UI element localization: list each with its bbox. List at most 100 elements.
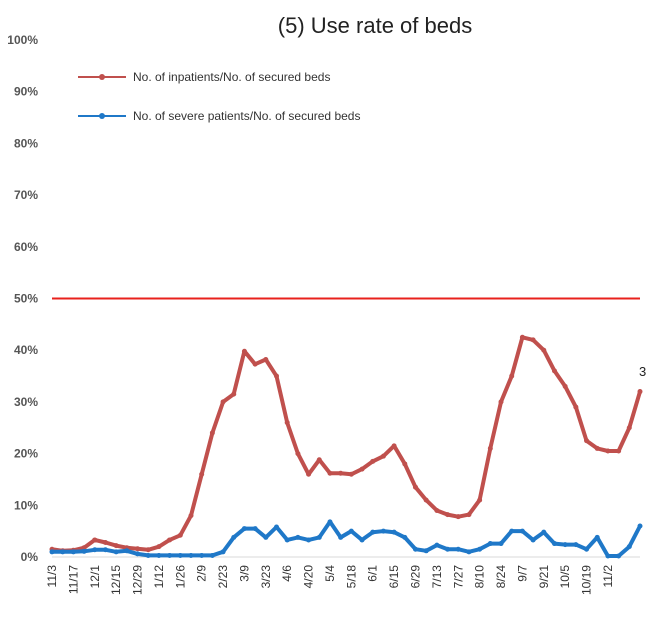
x-tick-label: 4/6 (280, 565, 294, 582)
series-2-point (263, 534, 269, 540)
series-2-point (445, 546, 451, 552)
series-2-point (284, 537, 290, 543)
series-2-point (348, 528, 354, 534)
y-tick-label: 70% (14, 188, 38, 202)
series-1-point (412, 484, 418, 490)
series-1-point (370, 458, 376, 464)
series-2-point (605, 553, 611, 559)
series-2-point (295, 534, 301, 540)
x-tick-label: 1/26 (173, 565, 187, 589)
y-axis-ticks: 0% 10% 20% 30% 40% 50% 60% 70% 80% 90% 100% (7, 33, 38, 564)
series-1-point (530, 337, 536, 343)
series-2-point (616, 553, 622, 559)
series-1-point (102, 540, 108, 546)
series-2-point (231, 534, 237, 540)
series-1-point (284, 420, 290, 426)
series-1-point (199, 471, 205, 477)
series-2-point (102, 547, 108, 553)
series-1-point (167, 537, 173, 543)
legend-swatch-marker (99, 74, 105, 80)
series-2-point (380, 528, 386, 534)
series-1-point (594, 445, 600, 451)
series-2-point (370, 529, 376, 535)
series-1-point (455, 514, 461, 520)
x-tick-label: 12/29 (131, 565, 145, 595)
x-tick-label: 11/17 (66, 565, 80, 594)
series-1-point (498, 399, 504, 405)
series-1-point (252, 361, 258, 367)
x-tick-label: 7/13 (430, 565, 444, 589)
series-1-point (519, 334, 525, 340)
x-axis-ticks: 11/3 11/17 12/1 12/15 12/29 1/12 1/26 2/9 2/23 3/… (45, 565, 615, 595)
series-2-point (455, 546, 461, 552)
series-2-point (167, 552, 173, 558)
series-2-point (70, 549, 76, 555)
chart-title: (5) Use rate of beds (278, 13, 472, 38)
series-2-point (562, 542, 568, 548)
series-1-point (263, 357, 269, 363)
series-1-point (541, 347, 547, 353)
x-tick-label: 5/18 (344, 565, 358, 589)
series-1-point (306, 471, 312, 477)
series-1-point (241, 348, 247, 354)
series-2-point (124, 548, 130, 554)
series-1-point (616, 448, 622, 454)
series-1-point (113, 543, 119, 549)
series-1-point (92, 537, 98, 543)
series-2-point (466, 549, 472, 555)
series-1-point (316, 457, 322, 463)
x-tick-label: 3/23 (259, 565, 273, 589)
series-1-point (295, 451, 301, 457)
series-2-point (487, 541, 493, 547)
series-1-point (573, 404, 579, 410)
series-2-point (594, 534, 600, 540)
y-tick-label: 10% (14, 498, 38, 512)
series-1-point (402, 461, 408, 467)
series-1-point (188, 513, 194, 519)
x-tick-label: 7/27 (451, 565, 465, 589)
y-tick-label: 50% (14, 292, 38, 306)
legend-label: No. of severe patients/No. of secured be… (133, 109, 360, 123)
x-tick-label: 4/20 (302, 565, 316, 589)
x-tick-label: 5/4 (323, 565, 337, 582)
series-2-point (519, 528, 525, 534)
x-tick-label: 6/15 (387, 565, 401, 589)
legend: No. of inpatients/No. of secured beds No.… (78, 70, 360, 123)
series-2-point (391, 529, 397, 535)
y-tick-label: 0% (21, 550, 39, 564)
series-2-point (423, 548, 429, 554)
series-2-point (573, 542, 579, 548)
series-2-point (509, 528, 515, 534)
y-tick-label: 90% (14, 85, 38, 99)
series-1-point (338, 470, 344, 476)
y-tick-label: 60% (14, 240, 38, 254)
series-2-point (477, 546, 483, 552)
series-2-point (81, 548, 87, 554)
series-2-point (49, 549, 55, 555)
series-2-point (177, 552, 183, 558)
x-tick-label: 11/3 (45, 565, 59, 588)
series-group (49, 334, 643, 559)
series-2-point (306, 537, 312, 543)
y-tick-label: 20% (14, 447, 38, 461)
series-1-point (145, 547, 151, 553)
series-1-point (135, 546, 141, 552)
x-tick-label: 2/23 (216, 565, 230, 589)
x-tick-label: 8/24 (494, 565, 508, 589)
series-1-point (605, 448, 611, 454)
x-tick-label: 2/9 (195, 565, 209, 582)
series-2-point (188, 552, 194, 558)
series-1-point (626, 425, 632, 431)
y-tick-label: 30% (14, 395, 38, 409)
series-1-point (81, 545, 87, 551)
series-2-point (626, 544, 632, 550)
series-1-point (477, 497, 483, 503)
series-2-point (135, 551, 141, 557)
series-1-point (274, 373, 280, 379)
series-2-point (60, 549, 66, 555)
series-2-point (274, 524, 280, 530)
series-2-point (402, 534, 408, 540)
x-tick-label: 12/15 (109, 565, 123, 595)
series-1-point (391, 443, 397, 449)
series-1-point (551, 368, 557, 374)
